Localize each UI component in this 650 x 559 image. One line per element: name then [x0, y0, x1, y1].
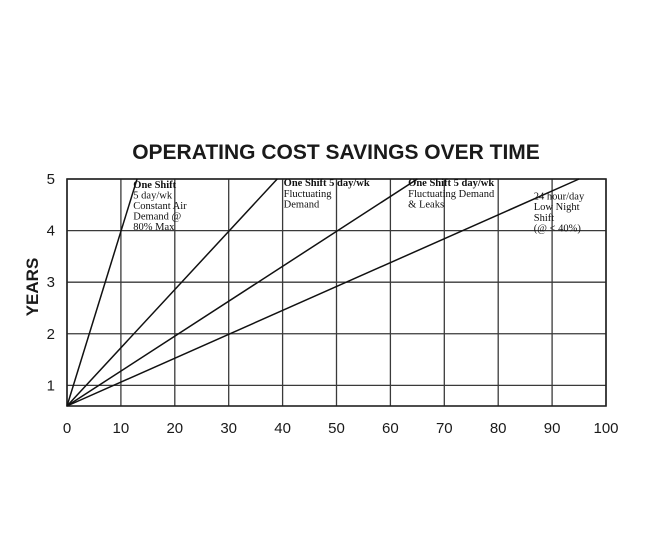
y-axis-label: YEARS — [23, 258, 42, 317]
x-tick-label-50: 50 — [328, 420, 345, 437]
y-tick-label-3: 3 — [47, 274, 55, 291]
x-tick-label-100: 100 — [593, 420, 618, 437]
x-tick-label-80: 80 — [490, 420, 507, 437]
series-annotation-4: 24 hour/day Low Night Shift (@ < 40%) — [534, 192, 585, 235]
series-lines — [66, 178, 580, 407]
y-tick-label-4: 4 — [47, 223, 55, 240]
x-tick-label-90: 90 — [544, 420, 561, 437]
series-line-4 — [66, 178, 580, 407]
plot-frame — [66, 178, 607, 407]
series-annotation-2: One Shift 5 day/wk Fluctuating Demand — [284, 178, 370, 210]
annotations: One Shift 5 day/wk Constant Air Demand @80%… — [133, 178, 585, 234]
x-tick-label-40: 40 — [274, 420, 291, 437]
tick-labels: 0 10 20 30 40 50 60 70 80 90 100 1 2 3 4 5 — [47, 171, 619, 437]
x-tick-label-60: 60 — [382, 420, 399, 437]
series-line-2 — [66, 178, 278, 407]
y-tick-label-2: 2 — [47, 326, 55, 343]
series-line-3 — [66, 178, 418, 407]
x-tick-label-20: 20 — [166, 420, 183, 437]
x-tick-label-0: 0 — [63, 420, 71, 437]
x-tick-label-10: 10 — [113, 420, 130, 437]
x-tick-label-70: 70 — [436, 420, 453, 437]
series-annotation-3: One Shift 5 day/wk Fluctuating Demand & Le… — [408, 178, 495, 210]
chart-title: OPERATING COST SAVINGS OVER TIME — [132, 141, 540, 164]
grid — [66, 178, 607, 407]
series-annotation-1: One Shift 5 day/wk Constant Air Demand @80%… — [133, 180, 187, 233]
y-tick-label-1: 1 — [47, 377, 55, 394]
series-line-1 — [66, 178, 138, 407]
y-tick-label-5: 5 — [47, 171, 55, 188]
x-tick-label-30: 30 — [220, 420, 237, 437]
